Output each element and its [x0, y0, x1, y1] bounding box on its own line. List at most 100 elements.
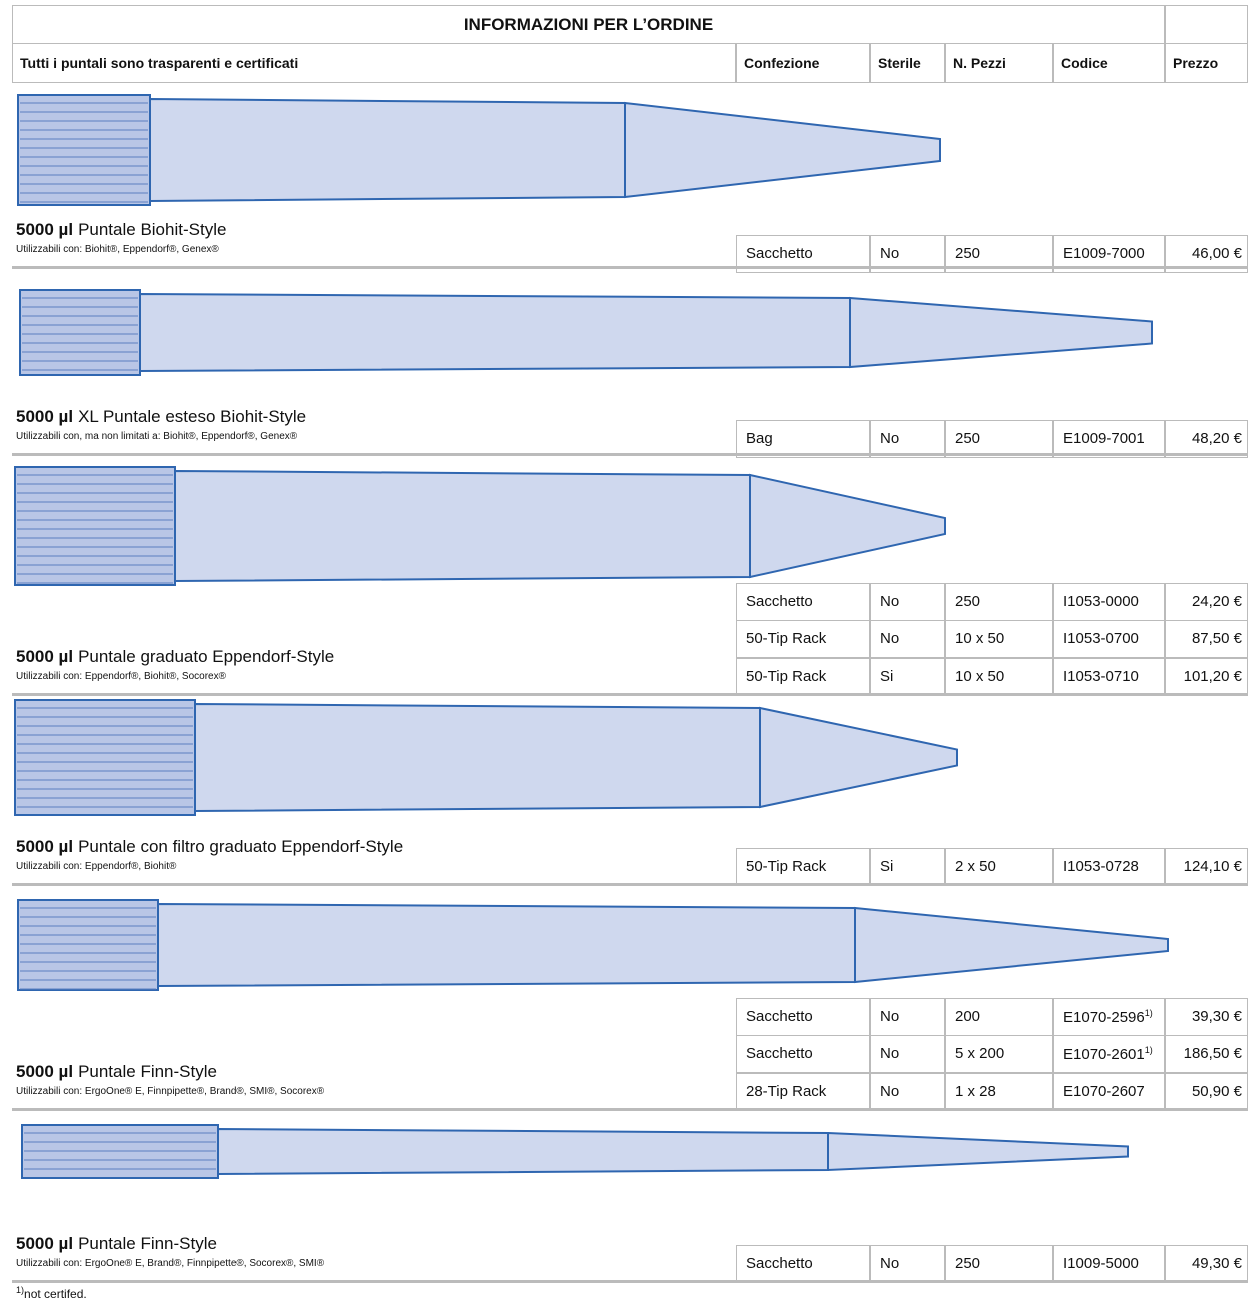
name: Puntale Finn-Style [78, 1234, 217, 1253]
price: 49,30 € [1191, 1255, 1242, 1272]
name: Puntale Biohit-Style [78, 220, 227, 239]
price: 101,20 € [1183, 668, 1242, 685]
volume: 5000 µl [16, 1062, 74, 1081]
price: 87,50 € [1191, 630, 1242, 647]
table-cell [736, 1245, 870, 1283]
compatibility: Utilizzabili con, ma non limitati a: Bio… [16, 431, 298, 442]
compatibility: Utilizzabili con: Biohit®, Eppendorf®, G… [16, 244, 219, 255]
table-cell [736, 235, 870, 273]
table-cell [870, 1073, 945, 1111]
table-cell [870, 620, 945, 658]
product-name: 5000 µl Puntale Biohit-Style [16, 220, 226, 240]
volume: 5000 µl [16, 407, 74, 426]
pieces: 1 x 28 [955, 1083, 996, 1100]
sterile: No [880, 1083, 900, 1100]
pieces: 200 [955, 1008, 981, 1025]
note-mark: 1) [1144, 1008, 1153, 1018]
sterile: No [880, 1008, 900, 1025]
table-cell [1165, 420, 1248, 458]
code: E1070-25961) [1063, 1008, 1153, 1026]
name: XL Puntale esteso Biohit-Style [78, 407, 307, 426]
table-cell [736, 1035, 870, 1073]
table-cell [945, 1035, 1053, 1073]
table-cell [945, 658, 1053, 696]
sterile: No [880, 1255, 900, 1272]
table-cell [870, 658, 945, 696]
table-cell [1053, 420, 1165, 458]
compatibility: Utilizzabili con: Eppendorf®, Biohit®, S… [16, 671, 226, 682]
table-cell [1165, 235, 1248, 273]
price: 39,30 € [1191, 1008, 1242, 1025]
sterile: Si [880, 668, 894, 685]
compatibility: Utilizzabili con: ErgoOne® E, Finnpipett… [16, 1086, 325, 1097]
table-cell [736, 620, 870, 658]
title: INFORMAZIONI PER L’ORDINE [463, 15, 714, 34]
tip-cap [17, 94, 151, 206]
table-cell [1053, 1073, 1165, 1111]
footnote-mark: 1) [16, 1285, 25, 1295]
package: 50-Tip Rack [746, 858, 827, 875]
product-section [12, 1110, 1248, 1283]
column-header: N. Pezzi [953, 55, 1006, 71]
sterile: Si [880, 858, 894, 875]
table-cell [945, 1073, 1053, 1111]
package: 50-Tip Rack [746, 630, 827, 647]
compatibility: Utilizzabili con: Eppendorf®, Biohit® [16, 861, 177, 872]
pieces: 10 x 50 [955, 630, 1005, 647]
package: 50-Tip Rack [746, 668, 827, 685]
table-cell [945, 620, 1053, 658]
sterile: No [880, 630, 900, 647]
pieces: 250 [955, 245, 981, 262]
table-cell [736, 420, 870, 458]
name: Puntale Finn-Style [78, 1062, 217, 1081]
footnote: 1)not certifed. [16, 1285, 87, 1301]
table-cell [945, 848, 1053, 886]
blank-cell [1165, 5, 1248, 44]
package: 28-Tip Rack [746, 1083, 827, 1100]
table-cell [870, 1245, 945, 1283]
table-cell [870, 848, 945, 886]
volume: 5000 µl [16, 837, 74, 856]
product-name: 5000 µl Puntale con filtro graduato Eppen… [16, 837, 403, 857]
code: E1070-26011) [1063, 1045, 1153, 1063]
package: Sacchetto [746, 1255, 813, 1272]
column-header: Sterile [878, 55, 921, 71]
volume: 5000 µl [16, 1234, 74, 1253]
pieces: 250 [955, 430, 981, 447]
table-cell [736, 848, 870, 886]
table-cell [945, 235, 1053, 273]
name: Puntale graduato Eppendorf-Style [78, 647, 335, 666]
volume: 5000 µl [16, 220, 74, 239]
header-cell [945, 43, 1053, 83]
footnote-text: not certifed. [24, 1287, 87, 1301]
table-cell [870, 420, 945, 458]
table-cell [1053, 1035, 1165, 1073]
price: 46,00 € [1191, 245, 1242, 262]
code: I1009-5000 [1063, 1255, 1139, 1272]
table-cell [870, 1035, 945, 1073]
code: I1053-0728 [1063, 858, 1139, 875]
price: 50,90 € [1191, 1083, 1242, 1100]
pieces: 250 [955, 593, 981, 610]
package: Sacchetto [746, 1008, 813, 1025]
table-cell [1165, 620, 1248, 658]
product-section [12, 885, 1248, 1111]
product-section [12, 82, 1248, 269]
column-header: Codice [1061, 55, 1108, 71]
code: I1053-0710 [1063, 668, 1139, 685]
price: 124,10 € [1183, 858, 1242, 875]
header-cell [736, 43, 870, 83]
header-cell [870, 43, 945, 83]
pieces: 2 x 50 [955, 858, 996, 875]
code: I1053-0000 [1063, 593, 1139, 610]
code: E1009-7000 [1063, 245, 1145, 262]
code: I1053-0700 [1063, 630, 1139, 647]
table-cell [1165, 1245, 1248, 1283]
pieces: 10 x 50 [955, 668, 1005, 685]
price: 24,20 € [1191, 593, 1242, 610]
product-section [12, 455, 1248, 696]
table-cell [1053, 235, 1165, 273]
product-name: 5000 µl Puntale graduato Eppendorf-Style [16, 647, 334, 667]
note-mark: 1) [1144, 1045, 1153, 1055]
